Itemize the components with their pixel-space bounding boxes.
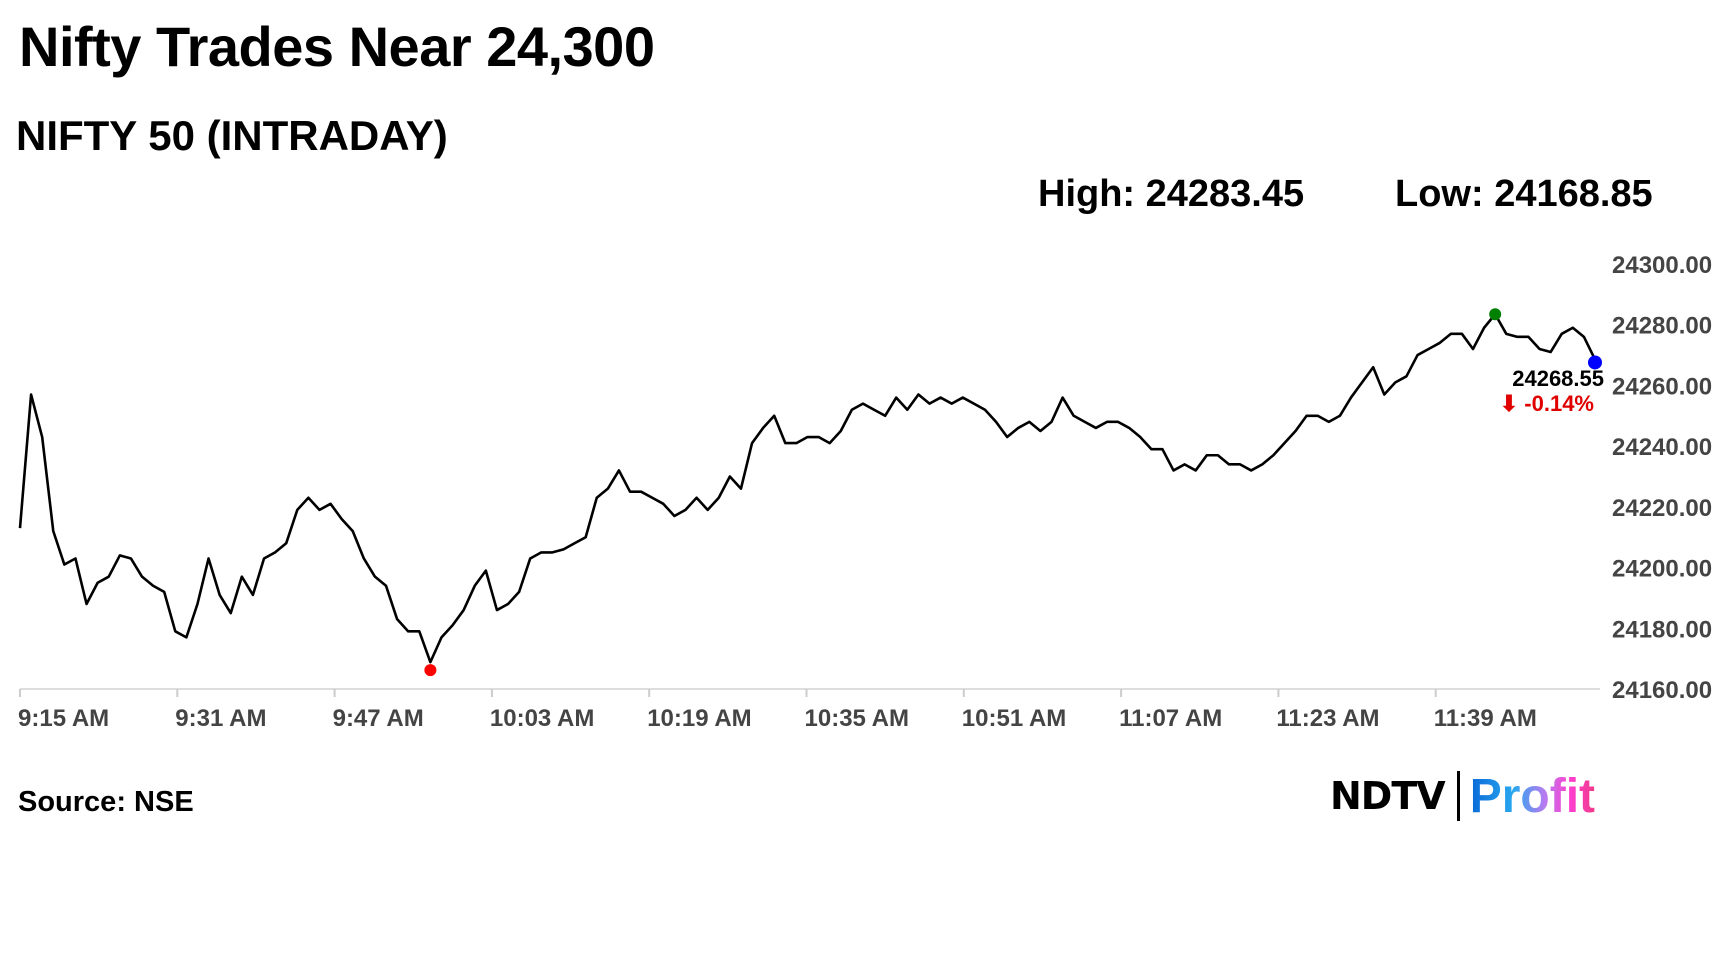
y-tick-label: 24160.00	[1612, 677, 1712, 704]
x-tick-label: 9:31 AM	[175, 705, 266, 732]
x-tick-label: 9:15 AM	[18, 705, 109, 732]
chart-title: NIFTY 50 (INTRADAY)	[16, 112, 448, 159]
x-tick-label: 11:23 AM	[1276, 705, 1379, 732]
y-tick-label: 24200.00	[1612, 556, 1712, 583]
high-marker	[1489, 308, 1502, 321]
last-price-label: 24268.55	[1512, 366, 1604, 391]
y-tick-label: 24280.00	[1612, 313, 1712, 340]
y-tick-label: 24180.00	[1612, 616, 1712, 643]
x-tick-label: 10:51 AM	[962, 705, 1066, 732]
ndtv-wordmark: NDTV	[1330, 774, 1446, 818]
headline: Nifty Trades Near 24,300	[19, 15, 655, 78]
x-tick-label: 10:19 AM	[647, 705, 751, 732]
y-tick-label: 24220.00	[1612, 495, 1712, 522]
x-tick-label: 11:07 AM	[1119, 705, 1222, 732]
x-tick-label: 10:03 AM	[490, 705, 594, 732]
low-marker	[424, 664, 437, 677]
y-tick-label: 24260.00	[1612, 373, 1712, 400]
x-tick-label: 11:39 AM	[1434, 705, 1537, 732]
logo-divider	[1456, 771, 1460, 821]
y-tick-label: 24240.00	[1612, 434, 1712, 461]
high-label: High: 24283.45	[1038, 173, 1305, 215]
profit-wordmark: Profit	[1469, 769, 1596, 823]
x-tick-label: 9:47 AM	[333, 705, 424, 732]
last-price-marker	[1588, 355, 1602, 370]
price-line	[18, 312, 1597, 664]
low-label: Low: 24168.85	[1395, 173, 1653, 215]
ndtv-profit-logo: NDTV Profit	[1330, 768, 1595, 824]
change-label: ⬇ -0.14%	[1500, 391, 1594, 416]
y-tick-label: 24300.00	[1612, 252, 1712, 279]
source-note: Source: NSE	[18, 786, 194, 818]
x-tick-label: 10:35 AM	[805, 705, 909, 732]
